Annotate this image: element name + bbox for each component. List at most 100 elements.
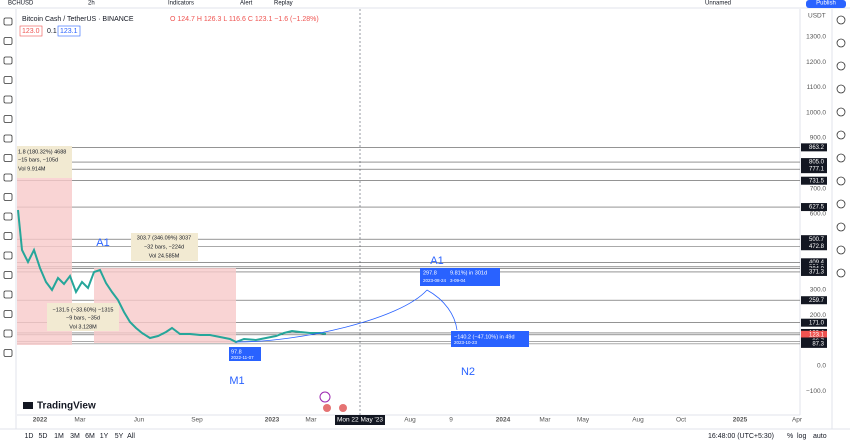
wave-label: A1 xyxy=(430,255,443,267)
tool-icon[interactable] xyxy=(3,232,13,240)
top-toolbar xyxy=(0,0,850,8)
wave-label: M1 xyxy=(229,375,244,387)
price-level-label: 171.0 xyxy=(809,320,825,326)
sidebar-icon[interactable] xyxy=(836,38,846,48)
time-label: May xyxy=(577,417,590,424)
range-button[interactable]: 6M xyxy=(85,433,95,440)
sidebar-icon[interactable] xyxy=(836,199,846,209)
tool-icon[interactable] xyxy=(3,115,13,123)
legend-ohlc: O 124.7 H 126.3 L 116.6 C 123.1 −1.6 (−1… xyxy=(170,16,319,23)
measure-box xyxy=(131,233,198,261)
tool-icon[interactable] xyxy=(3,193,13,201)
measure-text: 1.8 (180.32%) 4688 xyxy=(18,149,66,155)
tool-icon[interactable] xyxy=(3,329,13,338)
price-label: 600.0 xyxy=(810,211,827,218)
range-button[interactable]: 5D xyxy=(39,433,48,440)
projection-text: 9.81%) in 301d xyxy=(450,270,487,276)
range-button[interactable]: All xyxy=(127,433,135,440)
quote-bid: 123.0 xyxy=(22,28,40,35)
price-level-box xyxy=(801,318,827,327)
measure-box xyxy=(17,146,72,178)
event-flag[interactable] xyxy=(323,404,331,412)
log-toggle[interactable]: log xyxy=(797,433,806,440)
auto-toggle[interactable]: auto xyxy=(813,433,827,440)
price-label: −100.0 xyxy=(806,388,826,395)
time-label: Sep xyxy=(191,417,203,424)
percent-toggle[interactable]: % xyxy=(787,433,793,440)
price-label: 0.0 xyxy=(817,363,826,370)
currency: USDT xyxy=(808,13,826,20)
publish-button[interactable] xyxy=(806,0,846,8)
price-level-label: 87.3 xyxy=(812,341,824,347)
logo: TradingView xyxy=(37,401,96,412)
sidebar-icon[interactable] xyxy=(836,153,846,163)
legend-title: Bitcoin Cash / TetherUS · BINANCE xyxy=(22,16,134,23)
logo-mark xyxy=(23,402,33,409)
sidebar-icon[interactable] xyxy=(836,61,846,71)
tool-icon[interactable] xyxy=(3,154,13,162)
time-label: Jun xyxy=(134,417,145,424)
range-button[interactable]: 1M xyxy=(54,433,64,440)
price-level-label: 371.3 xyxy=(809,270,825,276)
price-level-box xyxy=(801,158,827,167)
time-label: Aug xyxy=(404,417,416,424)
wave-label: N2 xyxy=(461,366,475,378)
tool-icon[interactable] xyxy=(3,56,13,65)
indicators-button[interactable]: Indicators xyxy=(168,1,194,7)
sidebar-icon[interactable] xyxy=(836,15,846,25)
layout-name[interactable]: Unnamed xyxy=(705,1,731,7)
time-label: Mar xyxy=(305,417,317,424)
tool-icon[interactable] xyxy=(3,212,13,221)
publish-label[interactable]: Publish xyxy=(816,1,836,7)
price-level-box xyxy=(801,235,827,244)
sidebar-icon[interactable] xyxy=(836,245,846,255)
tool-icon[interactable] xyxy=(3,95,13,104)
measure-text: −9 bars, −35d xyxy=(66,315,100,321)
sidebar-icon[interactable] xyxy=(836,107,846,117)
price-level-label: 731.5 xyxy=(809,178,825,184)
tool-icon[interactable] xyxy=(3,271,13,279)
event-flag[interactable] xyxy=(339,404,347,412)
alert-button[interactable]: Alert xyxy=(240,1,253,7)
price-level-box xyxy=(801,267,827,276)
projection-text: 3-09-04 xyxy=(450,278,466,283)
tool-icon[interactable] xyxy=(3,37,13,45)
price-level-box xyxy=(801,203,827,212)
range-button[interactable]: 5Y xyxy=(115,433,124,440)
replay-button[interactable]: Replay xyxy=(274,1,293,7)
projection-down-box xyxy=(451,331,529,347)
tool-icon[interactable] xyxy=(3,134,13,143)
measure-text: −131.5 (−33.60%) −1315 xyxy=(52,307,113,313)
symbol[interactable]: BCHUSD xyxy=(8,1,34,7)
range-button[interactable]: 3M xyxy=(70,433,80,440)
price-level-box xyxy=(801,339,827,348)
quote-box xyxy=(57,25,81,37)
tool-icon[interactable] xyxy=(3,349,13,357)
sidebar-icon[interactable] xyxy=(836,268,846,278)
event-icon[interactable] xyxy=(319,391,331,403)
time-label: 2022 xyxy=(33,417,48,424)
low-box xyxy=(229,347,261,361)
range-button[interactable]: 1Y xyxy=(100,433,109,440)
projection-text: 297.8 xyxy=(423,270,437,276)
sidebar-icon[interactable] xyxy=(836,176,846,186)
measure-text: 303.7 (346.09%) 3037 xyxy=(137,235,191,241)
price-path xyxy=(17,209,327,344)
time-label: Mar xyxy=(74,417,86,424)
tool-icon[interactable] xyxy=(3,76,13,84)
range-button[interactable]: 1D xyxy=(25,433,34,440)
tool-icon[interactable] xyxy=(3,17,13,26)
tool-icon[interactable] xyxy=(3,290,13,299)
tool-icon[interactable] xyxy=(3,173,13,182)
price-label: 200.0 xyxy=(810,312,827,319)
tool-icon[interactable] xyxy=(3,310,13,318)
sidebar-icon[interactable] xyxy=(836,222,846,232)
sidebar-icon[interactable] xyxy=(836,130,846,140)
projection-up-box xyxy=(420,268,500,286)
price-level-label: 472.8 xyxy=(809,244,825,250)
interval[interactable]: 2h xyxy=(88,1,95,7)
tool-icon[interactable] xyxy=(3,251,13,260)
time-label: Mar xyxy=(539,417,551,424)
sidebar-icon[interactable] xyxy=(836,84,846,94)
